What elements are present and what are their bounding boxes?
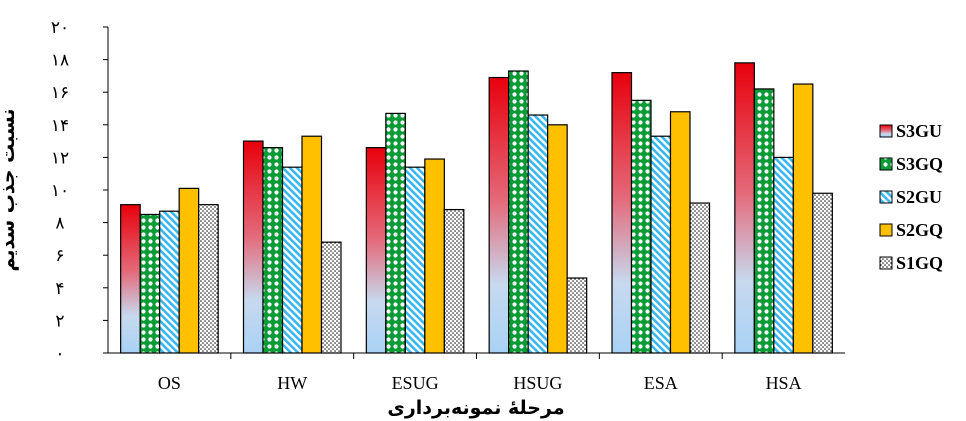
bar-s3gu-esa — [611, 72, 633, 354]
x-tick-label: HSA — [766, 373, 802, 393]
bar-s2gu-esa — [650, 135, 672, 354]
x-tick-label: ESUG — [392, 373, 439, 393]
bar-s2gq-hsug — [547, 124, 568, 354]
bar-s2gq-os — [178, 187, 200, 354]
bar-s2gu-hw — [281, 166, 303, 354]
bar-s1gq-hsa — [812, 192, 833, 354]
y-tick-label: ۱۴ — [51, 116, 69, 136]
y-tick-label: ۱۸ — [51, 51, 69, 71]
legend-swatch-s1gq — [879, 256, 893, 270]
legend-swatch-s3gq — [879, 157, 893, 171]
legend-label-s2gu: S2GU — [896, 187, 942, 207]
legend-swatch-s2gu — [879, 190, 893, 204]
y-tick-label: ۱۰ — [51, 181, 69, 201]
bar-s2gq-esug — [424, 158, 445, 354]
bar-s1gq-hw — [320, 241, 342, 354]
bar-s2gq-hsa — [792, 83, 814, 354]
bar-s1gq-esa — [689, 202, 711, 354]
bar-s3gu-esug — [365, 147, 387, 354]
bar-s2gq-esa — [669, 111, 691, 354]
bar-s2gu-os — [159, 210, 180, 354]
bar-s3gq-esa — [630, 99, 652, 354]
y-tick-label: ۴ — [55, 279, 64, 299]
legend-label-s3gq: S3GQ — [896, 154, 943, 174]
bar-s3gq-hsa — [753, 88, 775, 354]
bar-s1gq-esug — [443, 208, 465, 354]
x-tick-label: HSUG — [513, 373, 562, 393]
x-tick-label: OS — [158, 373, 181, 393]
bar-s2gq-hw — [301, 135, 323, 354]
bar-s3gq-os — [139, 213, 161, 354]
y-tick-label: ۲۰ — [51, 18, 69, 38]
plot-area — [120, 62, 833, 354]
bar-s2gu-hsug — [527, 114, 549, 354]
legend-label-s2gq: S2GQ — [896, 220, 943, 240]
y-tick-label: ۱۶ — [51, 83, 69, 103]
bar-s1gq-os — [198, 204, 219, 354]
bar-s3gu-hw — [242, 140, 264, 354]
y-tick-label: ۱۲ — [51, 148, 69, 168]
y-tick-label: ۲ — [55, 311, 64, 331]
legend: S3GU S3GQ S2GU S2GQ S1GQ — [879, 121, 943, 273]
y-tick-label: ۸ — [55, 214, 64, 234]
legend-label-s1gq: S1GQ — [896, 253, 943, 273]
x-tick-label: ESA — [644, 373, 678, 393]
bar-s3gu-hsug — [488, 76, 510, 354]
bar-s2gu-esug — [404, 166, 426, 354]
legend-swatch-s3gu — [879, 124, 893, 138]
y-tick-label: ۶ — [55, 246, 64, 266]
y-axis-title: نسبت جذب سدیم — [0, 108, 19, 271]
bar-s2gu-hsa — [773, 156, 794, 354]
x-axis-title: مرحلهٔ نمونه‌برداری — [387, 397, 564, 419]
bar-s3gq-esug — [385, 112, 406, 354]
bar-s3gq-hsug — [508, 70, 529, 354]
x-tick-label: HW — [277, 373, 307, 393]
bar-s3gu-hsa — [734, 62, 755, 354]
legend-label-s3gu: S3GU — [896, 121, 942, 141]
legend-swatch-s2gq — [879, 223, 893, 237]
y-tick-label: ۰ — [55, 344, 64, 364]
bar-s3gq-hw — [262, 147, 284, 354]
bar-s1gq-hsug — [566, 277, 588, 354]
bar-s3gu-os — [120, 204, 141, 354]
